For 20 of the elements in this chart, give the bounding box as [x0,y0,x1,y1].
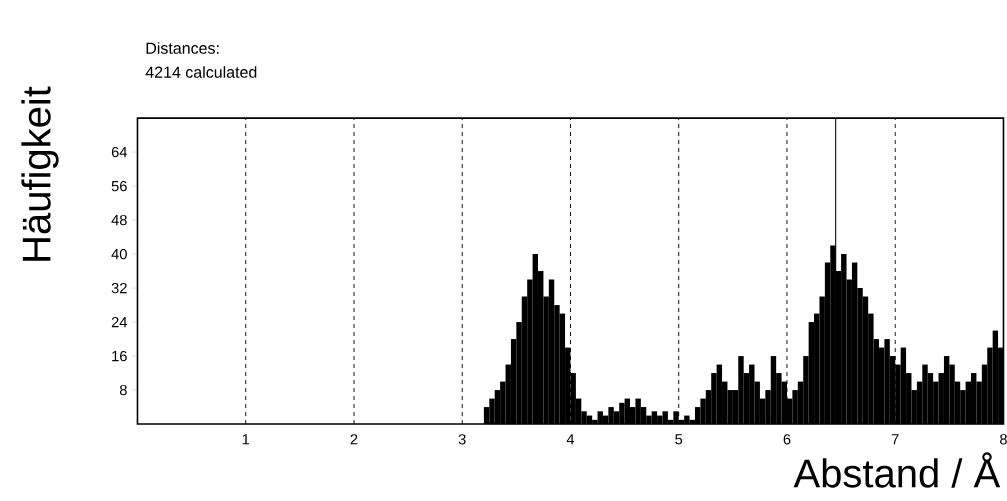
y-tick-label: 64 [111,146,127,158]
x-tick-label: 6 [783,434,791,445]
y-tick-label: 40 [111,248,127,260]
x-tick-label: 1 [242,434,250,445]
x-tick-label: 2 [350,434,358,445]
y-tick-label: 24 [111,316,127,328]
x-tick-label: 7 [891,434,899,445]
y-axis-title: Häufigkeit [21,86,59,261]
y-tick-label: 16 [112,350,127,362]
x-tick-label: 3 [458,434,466,445]
text: Distances: [146,42,219,54]
x-axis-title: Abstand / Å [793,452,1001,488]
x-tick-label: 8 [1000,434,1007,445]
x-tick-label: 5 [675,434,683,445]
y-tick-label: 8 [119,384,127,396]
text: 4214 calculated [145,66,257,78]
y-tick-label: 48 [111,214,127,226]
x-tick-label: 4 [566,434,575,445]
y-tick-label: 56 [111,180,127,192]
y-tick-label: 32 [111,282,127,294]
